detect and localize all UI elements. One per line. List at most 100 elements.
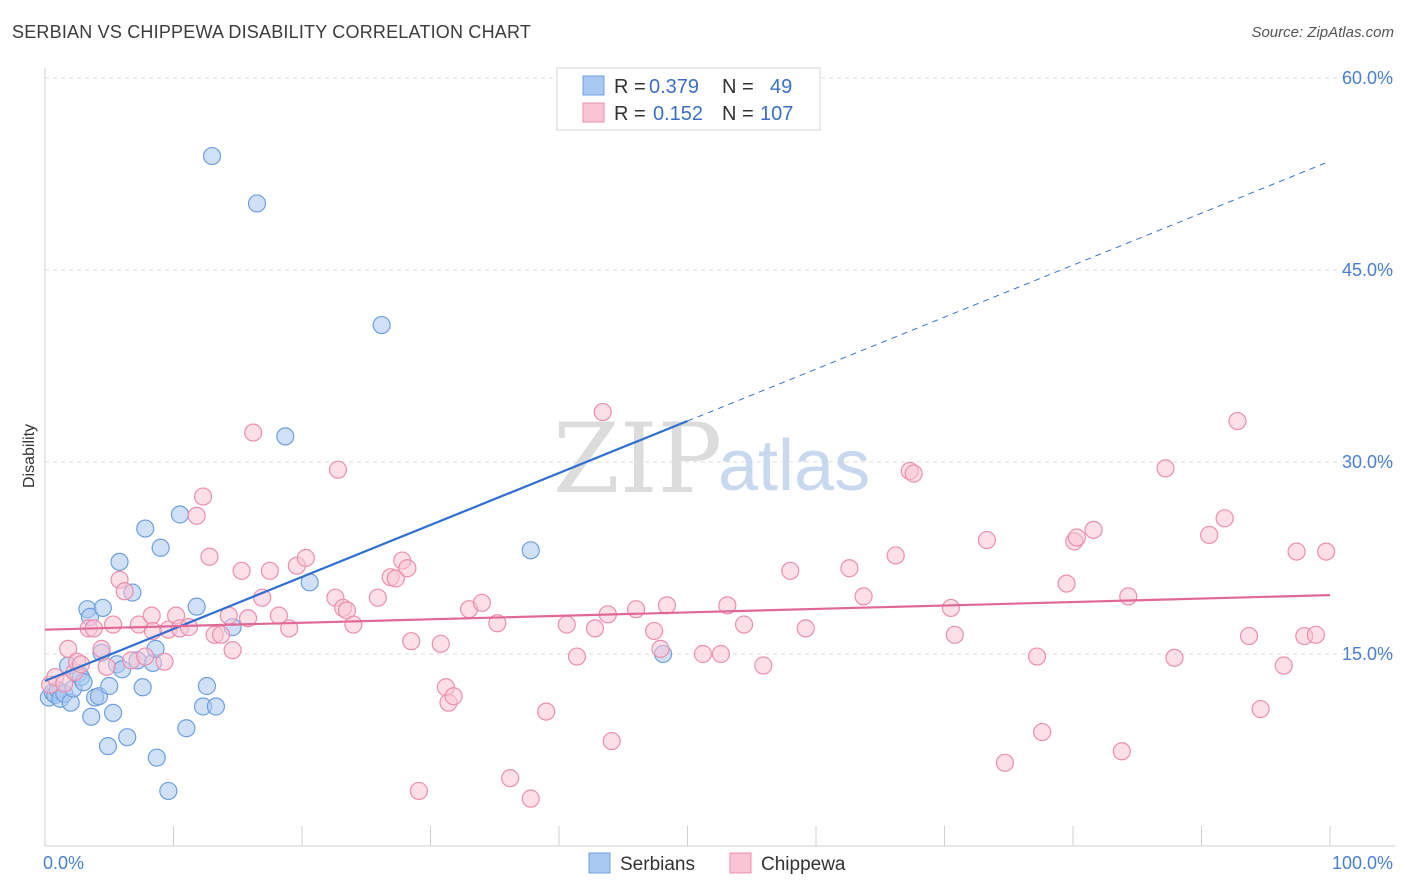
serbians-point (206, 697, 226, 716)
serbians-point (118, 728, 137, 747)
serbians-point (136, 519, 155, 538)
chippewa-point (232, 561, 251, 580)
chippewa-point (854, 587, 873, 606)
serbians-point (93, 598, 112, 618)
chippewa-point (1119, 587, 1138, 606)
chippewa-point (187, 506, 206, 525)
serbians-point (82, 707, 101, 726)
serbians-point (151, 538, 170, 557)
chippewa-point (238, 609, 258, 628)
chippewa-point (1200, 525, 1219, 545)
chippewa-point (115, 582, 134, 601)
serbians-point (276, 427, 295, 446)
legend-r-value: 0.379 (649, 76, 699, 98)
chippewa-point (796, 619, 815, 638)
chippewa-point (644, 621, 664, 641)
chippewa-point (344, 615, 363, 634)
chippewa-point (501, 769, 520, 788)
chippewa-point (1027, 647, 1047, 666)
chippewa-point (223, 641, 242, 660)
chippewa-point (136, 647, 155, 666)
chippewa-point (718, 596, 737, 615)
serbians-point (147, 748, 166, 767)
chippewa-point (104, 615, 123, 634)
y-tick-labels: 15.0% 30.0% 45.0% 60.0% (1342, 68, 1393, 664)
chippewa-point (593, 402, 612, 422)
legend-r-label: R = (614, 103, 646, 125)
serbians-point (159, 781, 178, 801)
serbians-point (100, 676, 119, 696)
chippewa-point (244, 423, 263, 442)
chippewa-point (253, 588, 272, 607)
chippewa-point (626, 600, 646, 619)
serbians-point (521, 541, 540, 560)
serbians-point (372, 315, 391, 335)
y-axis-title: Disability (21, 424, 38, 488)
legend-r-label: R = (614, 76, 646, 98)
legend-n-value: 107 (760, 103, 793, 125)
legend: R = 0.379 N = 49 R = 0.152 N = 107 (556, 67, 821, 131)
chippewa-point (155, 652, 174, 671)
chippewa-point (657, 596, 677, 615)
chippewa-point (398, 559, 417, 578)
chippewa-point (193, 487, 213, 506)
chippewa-point (651, 639, 670, 658)
x-tick-label: 0.0% (43, 853, 84, 873)
chippewa-point (97, 657, 116, 676)
chippewa-point (840, 559, 859, 578)
chippewa-point (1112, 742, 1131, 761)
chippewa-point (1057, 574, 1076, 593)
chippewa-point (472, 593, 491, 612)
chippewa-point (585, 619, 605, 638)
chippewa-point (1251, 699, 1270, 719)
serbians-point (110, 552, 129, 571)
legend-swatch-serbians (582, 75, 605, 96)
bottom-legend-label-chippewa: Chippewa (761, 854, 846, 875)
serbians-point (104, 703, 123, 722)
chippewa-point (211, 625, 231, 644)
bottom-legend-swatch-serbians (588, 852, 611, 874)
chippewa-point (557, 615, 576, 634)
chippewa-point (886, 546, 905, 565)
serbians-trend-line (44, 420, 688, 682)
x-tick-labels: 0.0% 100.0% (43, 853, 1393, 873)
chippewa-point (904, 464, 923, 483)
serbians-point (177, 719, 196, 738)
chippewa-point (941, 598, 961, 618)
chippewa-point (260, 561, 279, 580)
chippewa-point (1228, 411, 1247, 431)
chippewa-point (296, 548, 315, 568)
chippewa-point (402, 632, 421, 651)
y-tick-label: 60.0% (1342, 68, 1393, 88)
serbians-point (247, 194, 267, 213)
chart-title: SERBIAN VS CHIPPEWA DISABILITY CORRELATI… (12, 22, 532, 42)
chippewa-point (602, 731, 621, 751)
chippewa-point (1274, 656, 1293, 675)
watermark-zip: ZIP (553, 403, 722, 515)
chippewa-point (55, 674, 74, 693)
bottom-legend-label-serbians: Serbians (620, 854, 695, 875)
chippewa-point (1215, 509, 1234, 528)
bottom-legend-swatch-chippewa (729, 852, 752, 874)
chippewa-point (567, 647, 587, 666)
chippewa-point (200, 547, 219, 566)
chippewa-point (711, 644, 731, 664)
bottom-legend: Serbians Chippewa (588, 852, 846, 875)
y-tick-label: 15.0% (1342, 644, 1393, 664)
y-tick-label: 45.0% (1342, 260, 1393, 280)
serbians-point (170, 505, 190, 524)
chippewa-point (977, 530, 997, 550)
trend-lines (44, 160, 1331, 682)
legend-n-label: N = (722, 76, 754, 98)
chippewa-point (444, 687, 463, 706)
chippewa-point (1067, 528, 1086, 547)
chippewa-point (995, 753, 1014, 772)
chippewa-point (1306, 625, 1325, 644)
serbians-trend-extension (687, 160, 1331, 422)
serbians-point (202, 146, 222, 166)
data-points (39, 146, 1336, 808)
chippewa-point (1033, 722, 1052, 742)
chippewa-point (1084, 520, 1103, 539)
chippewa-point (1287, 542, 1306, 561)
